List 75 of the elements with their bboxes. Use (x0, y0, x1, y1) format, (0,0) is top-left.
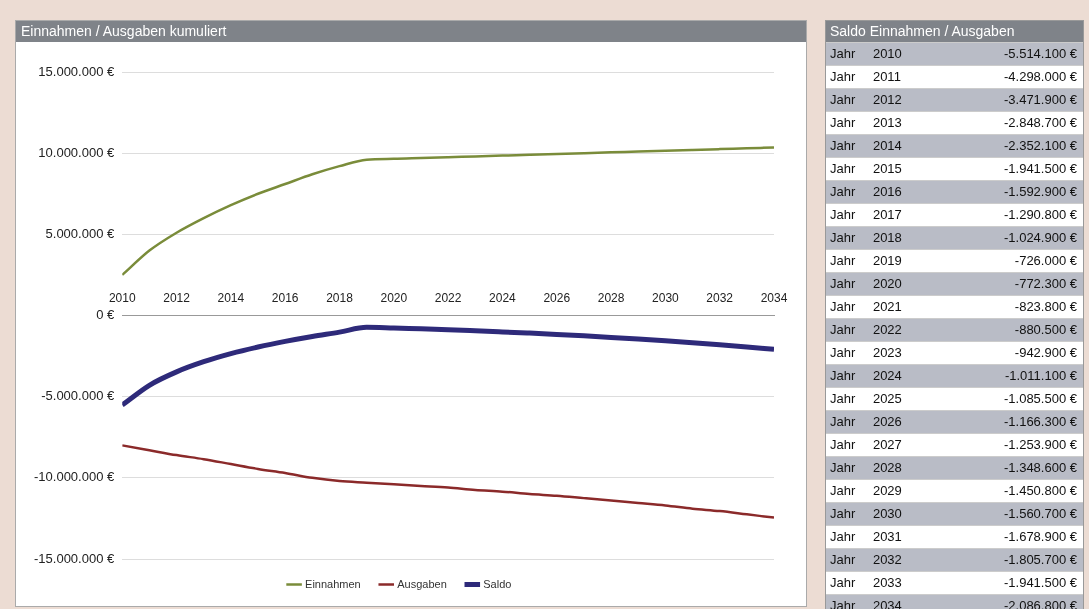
category-label: Jahr 2017 (829, 206, 902, 224)
text: -726.000 € (1014, 253, 1077, 268)
category-label: Jahr 2030 (829, 505, 902, 523)
category-label: Jahr 2032 (829, 551, 902, 569)
text: Saldo Einnahmen / Ausgaben (826, 21, 1083, 42)
category-label: Jahr 2033 (829, 574, 902, 592)
x-tick-label: 2014 (217, 291, 245, 306)
category-label: Jahr 2016 (829, 183, 902, 201)
text: -1.592.900 € (1003, 184, 1077, 199)
category-label: Jahr 2012 (829, 91, 902, 109)
y-tick-label: 0 € (96, 307, 115, 323)
category-label: Jahr 2011 (829, 68, 901, 86)
text: -942.900 € (1014, 345, 1077, 360)
text: -1.805.700 € (1003, 552, 1077, 567)
category-label: Jahr 2013 (829, 114, 902, 132)
category-label: Jahr 2018 (829, 229, 902, 247)
category-label: Jahr 2027 (829, 436, 902, 454)
category-label: Jahr 2019 (829, 252, 902, 270)
text: -3.471.900 € (1003, 92, 1077, 107)
x-tick-label: 2030 (652, 291, 680, 306)
y-tick-label: -15.000.000 € (34, 550, 115, 566)
x-tick-label: 2020 (380, 291, 408, 306)
y-tick-label: 10.000.000 € (38, 144, 115, 160)
category-label: Jahr 2028 (829, 459, 902, 477)
category-label: Jahr 2029 (829, 482, 902, 500)
text: -1.253.900 € (1003, 437, 1077, 452)
category-label: Jahr 2025 (829, 390, 902, 408)
x-tick-label: 2032 (706, 291, 734, 306)
x-tick-label: 2034 (760, 291, 788, 306)
text: -4.298.000 € (1003, 69, 1077, 84)
text: -5.514.100 € (1003, 46, 1077, 61)
x-tick-label: 2010 (108, 291, 136, 306)
y-tick-label: -10.000.000 € (34, 469, 115, 485)
category-label: Jahr 2022 (829, 321, 902, 339)
text: -2.848.700 € (1003, 115, 1077, 130)
text: -1.678.900 € (1003, 529, 1077, 544)
legend-label: Einnahmen (305, 577, 361, 590)
category-label: Jahr 2031 (829, 528, 902, 546)
category-label: Jahr 2024 (829, 367, 902, 385)
x-tick-label: 2028 (597, 291, 625, 306)
y-tick-label: 15.000.000 € (38, 63, 115, 79)
text: -1.450.800 € (1003, 483, 1077, 498)
category-label: Jahr 2014 (829, 137, 902, 155)
legend-label: Ausgaben (397, 577, 447, 590)
text: -1.011.100 € (1004, 368, 1077, 383)
text: -1.085.500 € (1003, 391, 1077, 406)
category-label: Jahr 2010 (829, 45, 902, 63)
x-tick-label: 2018 (326, 291, 354, 306)
category-label: Jahr 2020 (829, 275, 902, 293)
x-tick-label: 2012 (163, 291, 191, 306)
x-tick-label: 2024 (489, 291, 517, 306)
y-tick-label: -5.000.000 € (41, 388, 115, 404)
text: -1.290.800 € (1003, 207, 1077, 222)
x-tick-label: 2016 (271, 291, 299, 306)
text: -2.352.100 € (1003, 138, 1077, 153)
text: -1.941.500 € (1003, 575, 1077, 590)
text: -1.560.700 € (1003, 506, 1077, 521)
category-label: Jahr 2023 (829, 344, 902, 362)
text: -1.166.300 € (1003, 414, 1077, 429)
line-series (122, 146, 774, 277)
y-tick-label: 5.000.000 € (45, 225, 115, 241)
text: -1.941.500 € (1003, 161, 1077, 176)
text: -1.348.600 € (1003, 460, 1077, 475)
line-series (122, 444, 774, 519)
chart-title: Einnahmen / Ausgaben kumuliert (16, 21, 806, 42)
x-tick-label: 2026 (543, 291, 571, 306)
text: -1.024.900 € (1003, 230, 1077, 245)
text: -823.800 € (1014, 299, 1077, 314)
category-label: Jahr 2021 (829, 298, 902, 316)
category-label: Jahr 2015 (829, 160, 902, 178)
text: -880.500 € (1014, 322, 1077, 337)
category-label: Jahr 2026 (829, 413, 902, 431)
x-tick-label: 2022 (434, 291, 462, 306)
legend-label: Saldo (483, 577, 512, 590)
text: -772.300 € (1014, 276, 1077, 291)
